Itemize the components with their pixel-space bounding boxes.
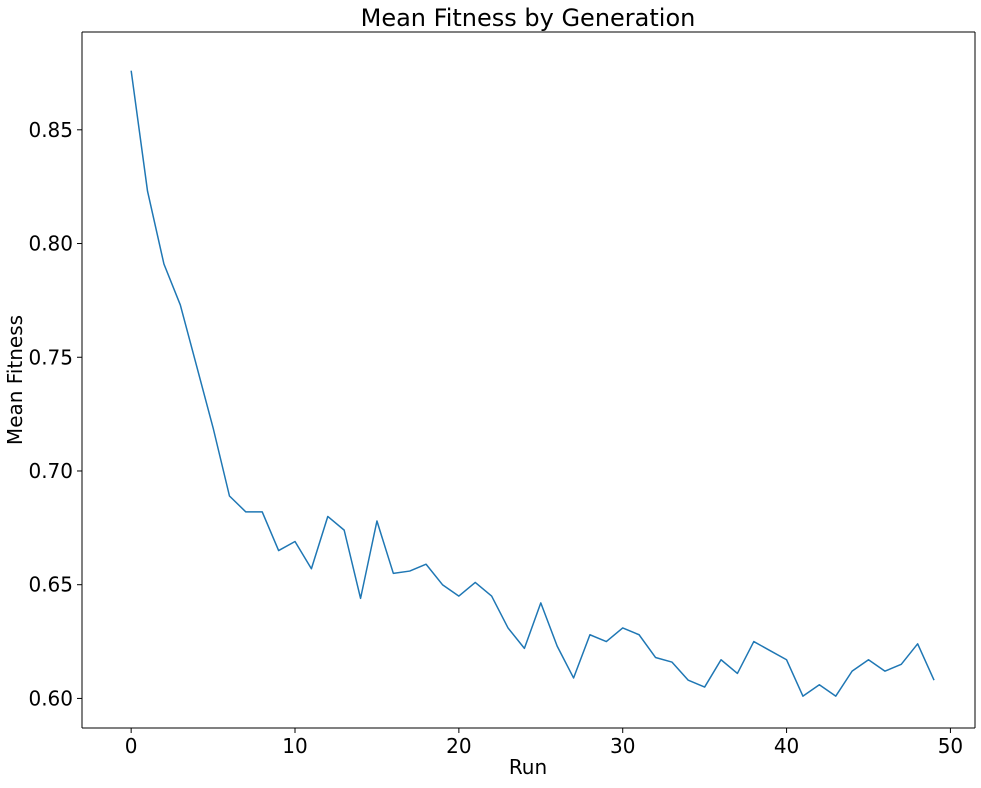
y-tick-label: 0.85 [28,118,73,142]
x-tick-label: 30 [610,734,635,758]
x-axis-label: Run [509,755,547,779]
x-tick-label: 40 [774,734,799,758]
y-tick-label: 0.60 [28,686,73,710]
chart-title: Mean Fitness by Generation [361,4,696,32]
x-tick-label: 50 [938,734,963,758]
plot-area [81,31,976,729]
y-tick-label: 0.70 [28,459,73,483]
x-tick-label: 0 [125,734,138,758]
y-axis-ticks: 0.60 0.65 0.70 0.75 0.80 0.85 [28,118,82,710]
y-axis-label: Mean Fitness [3,315,27,445]
y-tick-label: 0.80 [28,232,73,256]
x-tick-label: 10 [282,734,307,758]
x-axis-ticks: 0 10 20 30 40 50 [125,728,963,758]
x-tick-label: 20 [446,734,471,758]
series-line-0 [130,70,935,697]
y-tick-label: 0.65 [28,573,73,597]
y-tick-label: 0.75 [28,345,73,369]
